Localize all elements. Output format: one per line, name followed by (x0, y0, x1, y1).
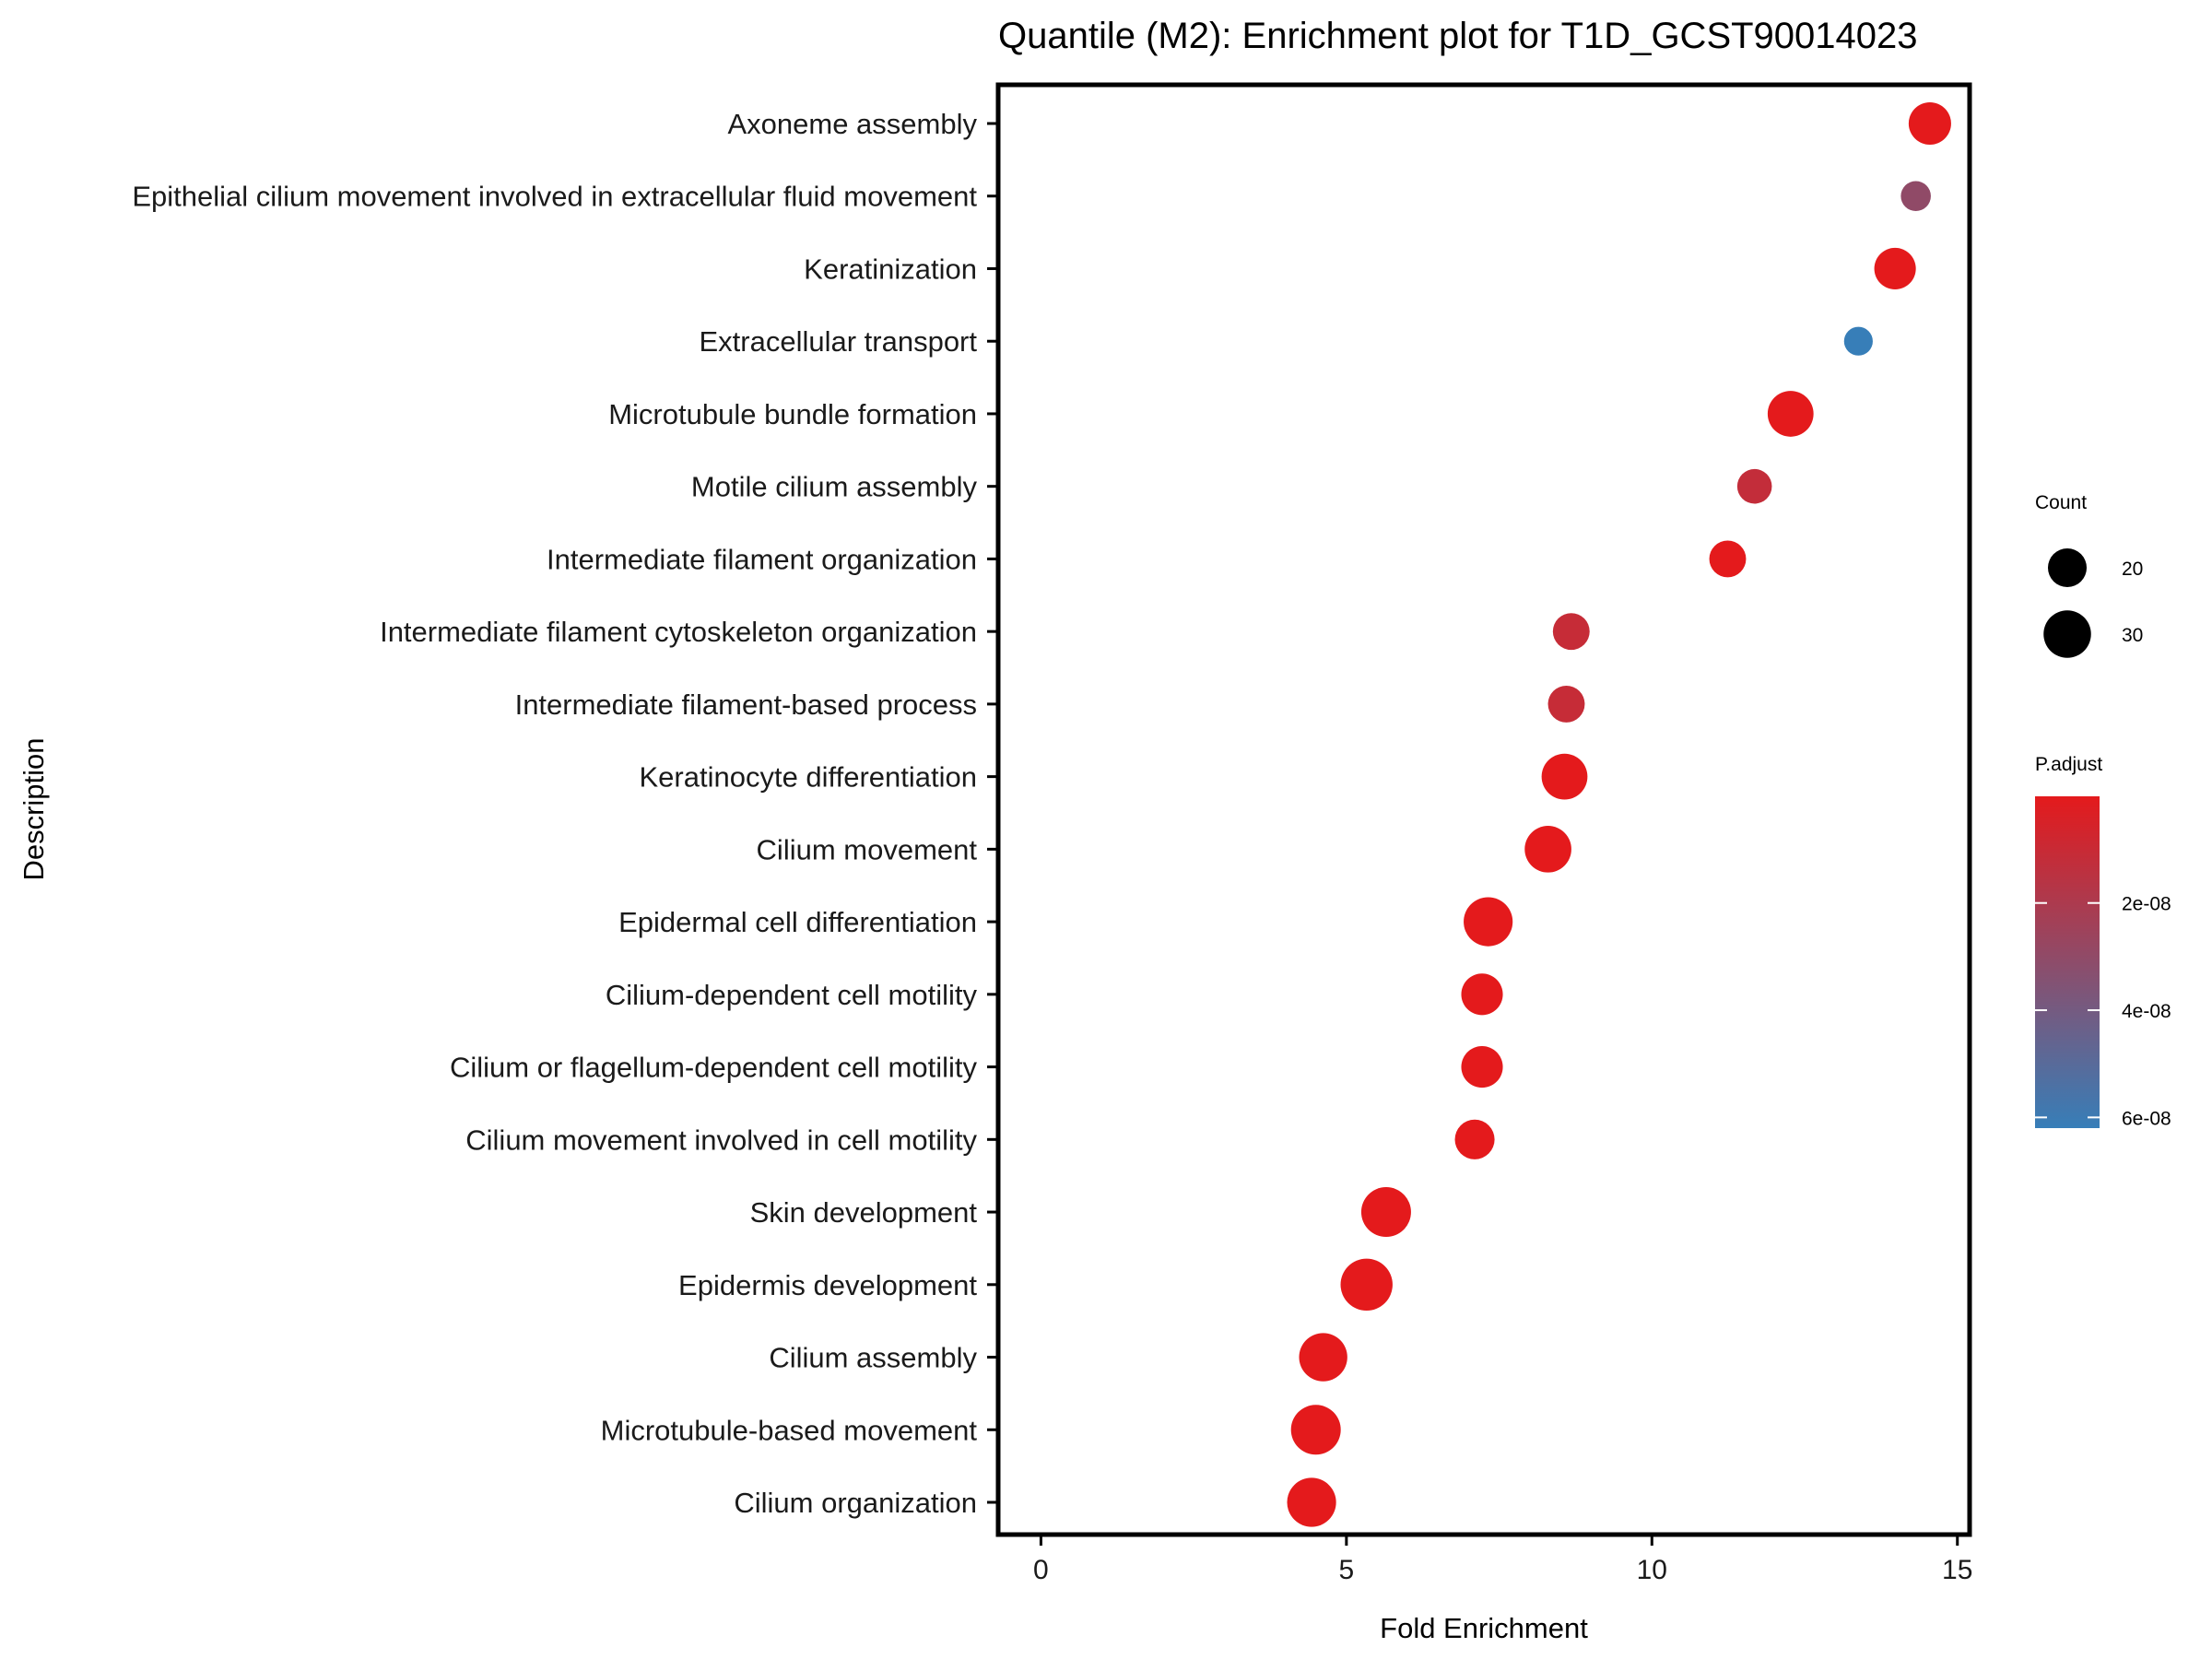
color-legend-label: 2e-08 (2122, 894, 2171, 915)
size-legend-label: 30 (2122, 625, 2143, 646)
y-axis: Axoneme assembly Epithelial cilium moveme… (132, 108, 998, 1519)
data-point (1461, 973, 1503, 1016)
data-point (1287, 1477, 1336, 1527)
color-legend-title: P.adjust (2035, 754, 2102, 775)
y-tick-label: Microtubule-based movement (601, 1414, 978, 1446)
y-tick-label: Intermediate filament-based process (515, 688, 977, 721)
size-legend-key (2047, 547, 2088, 588)
y-tick-label: Cilium organization (734, 1487, 977, 1519)
data-point (1547, 685, 1585, 723)
y-tick-label: Microtubule bundle formation (608, 398, 977, 430)
y-tick-label: Epithelial cilium movement involved in e… (132, 181, 977, 213)
data-point (1552, 613, 1590, 651)
data-point (1874, 247, 1916, 290)
x-axis-title: Fold Enrichment (1380, 1612, 1588, 1644)
y-tick-label: Cilium movement involved in cell motilit… (465, 1124, 977, 1156)
data-point (1843, 326, 1873, 356)
x-tick-label: 10 (1637, 1555, 1667, 1585)
y-tick-label: Epidermal cell differentiation (618, 906, 977, 938)
y-tick-label: Motile cilium assembly (691, 471, 978, 503)
y-tick-label: Axoneme assembly (727, 108, 977, 140)
y-tick-label: Keratinocyte differentiation (640, 761, 978, 794)
data-points (1287, 101, 1951, 1527)
x-axis: 0 5 10 15 (1033, 1535, 1972, 1585)
y-tick-label: Epidermis development (678, 1269, 977, 1301)
x-tick-label: 15 (1942, 1555, 1972, 1585)
plot-panel (995, 82, 1972, 1537)
data-point (1709, 540, 1747, 578)
data-point (1541, 753, 1588, 800)
data-point (1464, 897, 1513, 947)
data-point (1299, 1333, 1347, 1382)
data-point (1900, 181, 1931, 212)
data-point (1524, 826, 1571, 873)
size-legend-label: 20 (2122, 559, 2143, 580)
data-point (1461, 1046, 1503, 1088)
color-legend-label: 6e-08 (2122, 1108, 2171, 1129)
y-tick-label: Intermediate filament organization (547, 543, 977, 575)
y-tick-label: Cilium or flagellum-dependent cell motil… (450, 1052, 978, 1084)
chart-title: Quantile (M2): Enrichment plot for T1D_G… (998, 16, 1918, 56)
color-legend: P.adjust 2e-08 4e-08 6e-08 (2035, 754, 2171, 1129)
size-legend-title: Count (2035, 492, 2087, 513)
size-legend-key (2043, 610, 2091, 658)
y-tick-label: Intermediate filament cytoskeleton organ… (380, 616, 977, 648)
data-point (1736, 468, 1772, 504)
data-point (1340, 1258, 1393, 1311)
data-point (1360, 1187, 1411, 1238)
y-tick-label: Cilium-dependent cell motility (606, 979, 978, 1011)
size-legend: Count 20 30 (2035, 492, 2143, 658)
y-tick-label: Extracellular transport (699, 325, 977, 358)
y-tick-label: Keratinization (804, 253, 977, 285)
y-axis-title: Description (18, 737, 50, 880)
data-point (1290, 1405, 1341, 1455)
data-point (1767, 391, 1814, 437)
y-tick-label: Cilium assembly (769, 1342, 977, 1374)
x-tick-label: 0 (1033, 1555, 1049, 1585)
y-tick-label: Skin development (750, 1196, 978, 1229)
x-tick-label: 5 (1339, 1555, 1355, 1585)
color-legend-bar (2035, 796, 2100, 1128)
data-point (1454, 1119, 1495, 1159)
data-point (1908, 101, 1951, 146)
y-tick-label: Cilium movement (757, 833, 978, 865)
color-legend-label: 4e-08 (2122, 1001, 2171, 1022)
